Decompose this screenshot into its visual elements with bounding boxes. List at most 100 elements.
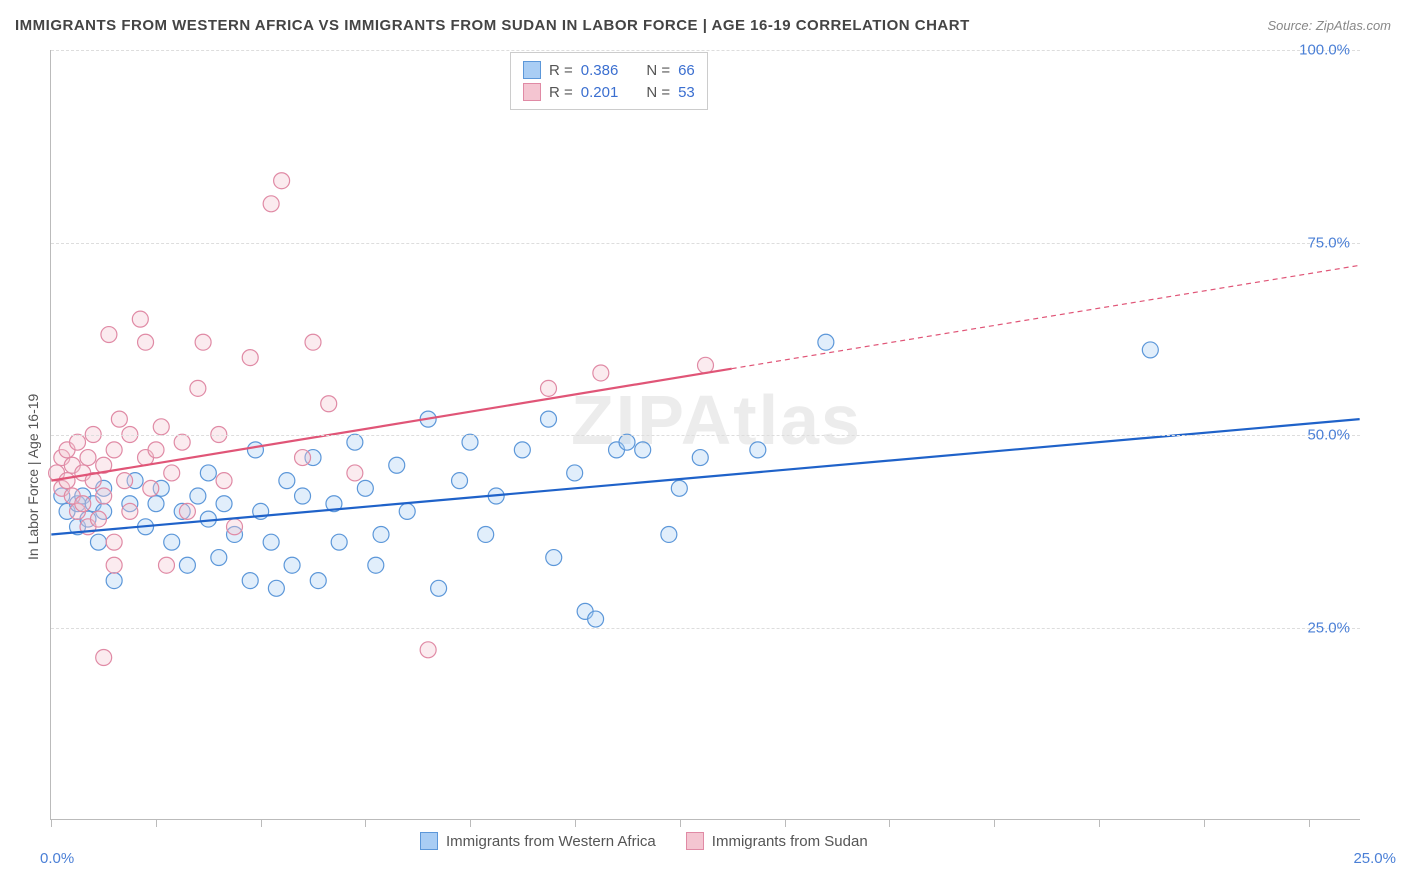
legend-stats-row-0: R = 0.386 N = 66	[523, 59, 695, 81]
x-tick	[51, 819, 52, 827]
scatter-point	[153, 419, 169, 435]
scatter-point	[138, 334, 154, 350]
scatter-point	[158, 557, 174, 573]
scatter-point	[692, 450, 708, 466]
scatter-point	[247, 442, 263, 458]
x-tick	[994, 819, 995, 827]
scatter-point	[106, 534, 122, 550]
chart-title: IMMIGRANTS FROM WESTERN AFRICA VS IMMIGR…	[15, 17, 970, 34]
scatter-point	[117, 473, 133, 489]
scatter-point	[200, 465, 216, 481]
scatter-point	[70, 434, 86, 450]
plot-area: ZIPAtlas 25.0%50.0%75.0%100.0%	[50, 50, 1360, 820]
scatter-point	[143, 480, 159, 496]
scatter-point	[242, 573, 258, 589]
y-tick-label: 100.0%	[1299, 42, 1350, 59]
scatter-point	[75, 496, 91, 512]
scatter-point	[698, 357, 714, 373]
scatter-point	[190, 488, 206, 504]
scatter-point	[96, 650, 112, 666]
legend-stats-box: R = 0.386 N = 66 R = 0.201 N = 53	[510, 52, 708, 110]
scatter-point	[164, 534, 180, 550]
scatter-point	[111, 411, 127, 427]
stat-n-val-0: 66	[678, 62, 695, 79]
y-tick-label: 75.0%	[1307, 234, 1350, 251]
y-axis-label: In Labor Force | Age 16-19	[25, 394, 41, 560]
scatter-point	[279, 473, 295, 489]
legend-item-0: Immigrants from Western Africa	[420, 832, 656, 850]
scatter-point	[106, 442, 122, 458]
scatter-point	[368, 557, 384, 573]
scatter-point	[818, 334, 834, 350]
scatter-point	[546, 550, 562, 566]
scatter-point	[567, 465, 583, 481]
scatter-point	[284, 557, 300, 573]
scatter-point	[195, 334, 211, 350]
x-tick-label-max: 25.0%	[1353, 850, 1396, 867]
scatter-point	[106, 557, 122, 573]
source-label: Source: ZipAtlas.com	[1267, 18, 1391, 33]
x-tick	[680, 819, 681, 827]
scatter-point	[347, 434, 363, 450]
x-tick	[470, 819, 471, 827]
scatter-point	[164, 465, 180, 481]
scatter-point	[268, 580, 284, 596]
gridline-h	[51, 243, 1360, 244]
scatter-point	[305, 334, 321, 350]
scatter-point	[373, 526, 389, 542]
scatter-point	[80, 450, 96, 466]
stat-n-val-1: 53	[678, 84, 695, 101]
scatter-point	[331, 534, 347, 550]
scatter-point	[399, 503, 415, 519]
scatter-point	[750, 442, 766, 458]
scatter-point	[593, 365, 609, 381]
scatter-point	[216, 473, 232, 489]
scatter-point	[462, 434, 478, 450]
gridline-h	[51, 50, 1360, 51]
scatter-point	[452, 473, 468, 489]
legend-item-1: Immigrants from Sudan	[686, 832, 868, 850]
x-tick-label-min: 0.0%	[40, 850, 74, 867]
stat-r-val-1: 0.201	[581, 84, 619, 101]
stat-r-val-0: 0.386	[581, 62, 619, 79]
chart-container: IMMIGRANTS FROM WESTERN AFRICA VS IMMIGR…	[0, 0, 1406, 892]
x-tick	[156, 819, 157, 827]
scatter-point	[274, 173, 290, 189]
scatter-point	[263, 534, 279, 550]
trend-line-dashed	[732, 265, 1360, 368]
scatter-point	[59, 473, 75, 489]
legend-label-1: Immigrants from Sudan	[712, 833, 868, 850]
scatter-point	[310, 573, 326, 589]
scatter-point	[90, 534, 106, 550]
scatter-point	[242, 350, 258, 366]
x-tick	[1309, 819, 1310, 827]
gridline-h	[51, 628, 1360, 629]
y-tick-label: 50.0%	[1307, 427, 1350, 444]
scatter-point	[588, 611, 604, 627]
scatter-point	[389, 457, 405, 473]
x-tick	[1099, 819, 1100, 827]
scatter-point	[90, 511, 106, 527]
scatter-point	[295, 450, 311, 466]
scatter-point	[347, 465, 363, 481]
scatter-point	[541, 411, 557, 427]
scatter-point	[635, 442, 651, 458]
legend-label-0: Immigrants from Western Africa	[446, 833, 656, 850]
stat-r-label-1: R =	[549, 84, 573, 101]
scatter-point	[295, 488, 311, 504]
trend-line-solid	[51, 419, 1359, 534]
scatter-point	[619, 434, 635, 450]
scatter-point	[478, 526, 494, 542]
scatter-point	[431, 580, 447, 596]
scatter-point	[661, 526, 677, 542]
x-tick	[365, 819, 366, 827]
scatter-point	[148, 496, 164, 512]
scatter-point	[179, 557, 195, 573]
scatter-point	[122, 503, 138, 519]
swatch-series-1	[523, 83, 541, 101]
scatter-point	[671, 480, 687, 496]
scatter-point	[357, 480, 373, 496]
scatter-point	[541, 380, 557, 396]
legend-series-box: Immigrants from Western Africa Immigrant…	[420, 832, 868, 850]
y-tick-label: 25.0%	[1307, 619, 1350, 636]
